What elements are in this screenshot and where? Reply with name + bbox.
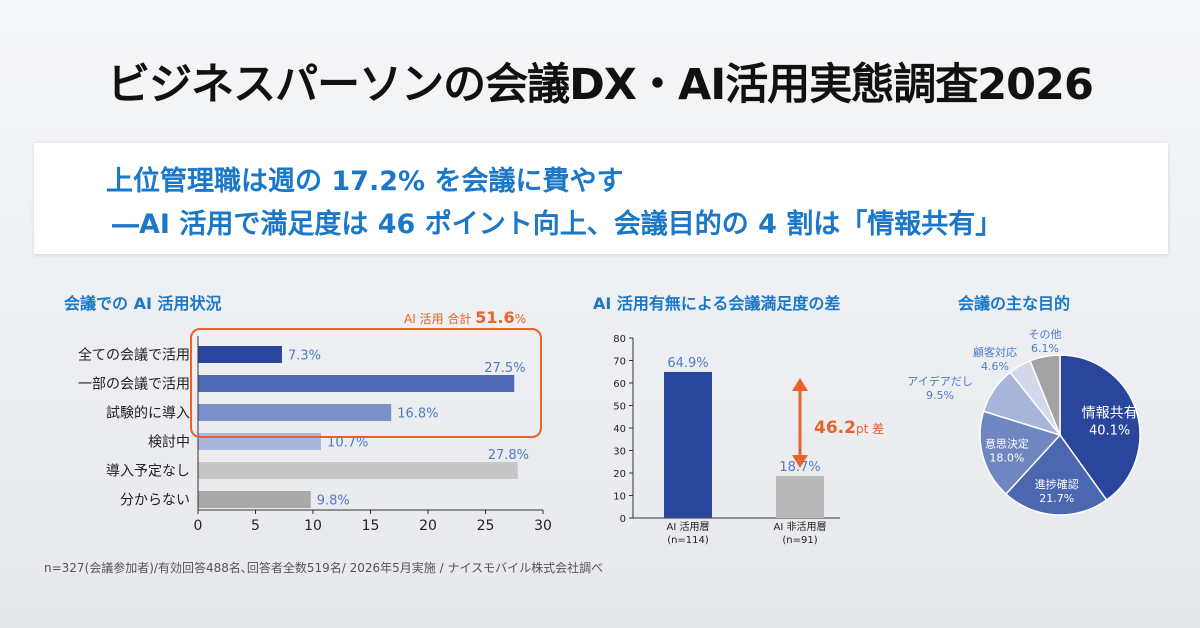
difference-arrow-head-down [792,455,808,468]
bar-1 [776,475,824,518]
bar-5 [198,491,311,508]
y-tick-label-6: 60 [613,379,626,390]
value-label-0: 7.3% [288,349,321,364]
slice-label-0: 情報共有 [1082,406,1138,422]
headline-box: 上位管理職は週の 17.2% を会議に費やす ―AI 活用で満足度は 46 ポイ… [34,143,1168,254]
difference-arrow-head-up [792,378,808,391]
pie-slice-5 [1029,354,1061,436]
pie-slice-0 [1059,354,1141,502]
category-note-1: (n=91) [782,535,817,546]
slice-label-1: 進捗確認 [1035,477,1079,491]
page-title: ビジネスパーソンの会議DX・AI活用実態調査2026 [107,60,1094,110]
bar-0 [198,346,282,363]
x-tick-label-6: 30 [534,518,552,534]
value-label-5: 9.8% [317,494,350,509]
y-tick-label-5: 50 [613,402,626,413]
bar-2 [198,404,392,421]
y-tick-label-1: 10 [613,492,626,503]
slice-label-3: アイデアだし [907,374,972,388]
y-tick-label-2: 20 [613,469,626,480]
category-label-1: 一部の会議で活用 [78,376,190,393]
satisfaction-chart-title: AI 活用有無による会議満足度の差 [593,294,841,313]
y-tick-label-3: 30 [613,447,626,458]
slice-value-3: 9.5% [926,389,954,402]
x-tick-label-0: 0 [194,518,203,534]
category-label-1: AI 非活用層 [774,521,827,533]
ai-total-annotation: AI 活用 合計 51.6% [404,308,526,327]
x-tick-label-3: 15 [362,518,380,534]
value-label-1: 27.5% [484,361,525,376]
bar-3 [198,433,322,450]
y-tick-label-7: 70 [613,357,626,368]
x-tick-label-2: 10 [304,518,322,534]
pie-slice-2 [979,410,1062,496]
slice-value-0: 40.1% [1089,424,1130,439]
category-label-5: 分からない [120,493,190,509]
value-label-0: 64.9% [667,356,708,371]
y-tick-label-0: 0 [620,514,626,525]
slice-label-4: 顧客対応 [973,345,1017,359]
category-label-0: 全ての会議で活用 [78,347,190,364]
value-label-3: 10.7% [327,436,368,451]
bar-1 [198,375,515,392]
value-label-4: 27.8% [488,448,529,463]
category-note-0: (n=114) [667,535,709,546]
pie-slice-1 [1004,433,1108,516]
category-label-3: 検討中 [148,435,190,451]
bar-4 [198,462,518,479]
x-tick-label-5: 25 [477,518,495,534]
ai-usage-chart-title: 会議での AI 活用状況 [64,294,222,313]
category-label-0: AI 活用層 [667,521,710,533]
x-tick-label-1: 5 [251,518,260,534]
y-tick-label-8: 80 [613,334,626,345]
purpose-chart-title: 会議の主な目的 [958,294,1071,313]
slice-value-4: 4.6% [981,360,1009,373]
value-label-2: 16.8% [397,407,438,422]
y-tick-label-4: 40 [613,424,626,435]
slice-label-2: 意思決定 [985,436,1029,450]
slice-value-1: 21.7% [1039,492,1074,505]
x-tick-label-4: 20 [419,518,437,534]
slice-label-5: その他 [1029,328,1062,341]
slice-value-5: 6.1% [1031,342,1059,355]
headline-line-1: 上位管理職は週の 17.2% を会議に費やす [106,166,624,197]
footnote: n=327(会議参加者)/有効回答488名､回答者全数519名/ 2026年5月… [44,561,604,575]
category-label-4: 導入予定なし [106,464,190,480]
category-label-2: 試験的に導入 [106,406,190,422]
headline-line-2: ―AI 活用で満足度は 46 ポイント向上、会議目的の 4 割は「情報共有」 [112,209,1003,240]
difference-label: 46.2pt 差 [814,418,884,438]
slice-value-2: 18.0% [989,451,1024,464]
bar-0 [664,371,712,518]
ai-total-highlight-box [190,328,542,438]
ai-usage-bar-chart: 全ての会議で活用 7.3% 一部の会議で活用 27.5% 試験的に導入 16.8% 検討中 1… [78,308,552,534]
